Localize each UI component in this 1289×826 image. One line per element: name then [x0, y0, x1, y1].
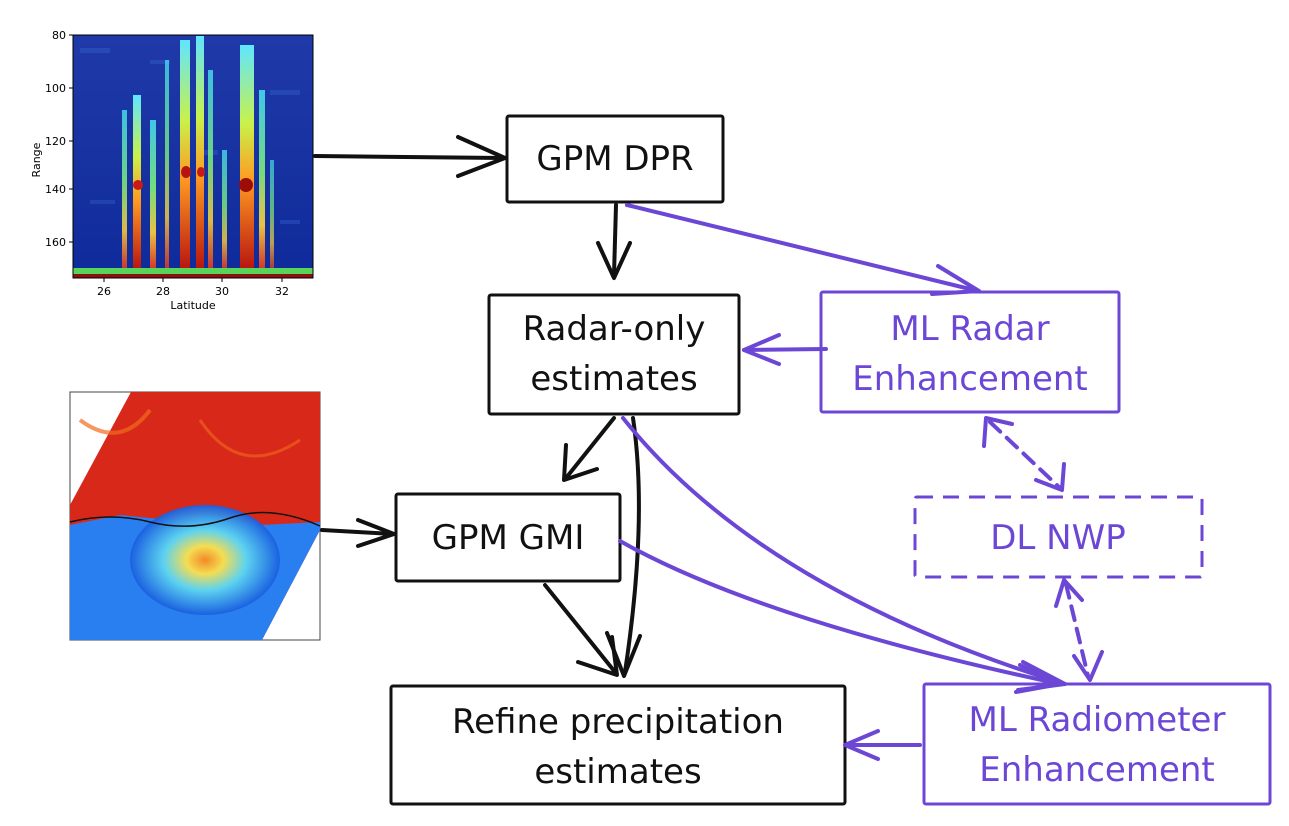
arrow-radaronly-to-gmi	[564, 416, 616, 480]
radar-only-label-line2: estimates	[530, 359, 697, 399]
gpm-dpr-box: GPM DPR	[505, 114, 725, 204]
coastline	[69, 511, 321, 527]
ytick-label: 120	[45, 135, 66, 148]
arrowhead	[356, 518, 396, 548]
arrow-radiometer-to-gmi	[320, 528, 395, 536]
radar-columns	[122, 36, 274, 270]
dashed-arrow-dlnwp-mlradiometer	[1064, 582, 1090, 678]
dl-nwp-label: DL NWP	[990, 518, 1126, 558]
ml-radiometer-label-line1: ML Radiometer	[969, 700, 1226, 740]
arrow-radaronly-to-mlradiometer	[621, 416, 1067, 686]
arrowhead	[1034, 462, 1066, 492]
radar-ylabel: Range	[30, 142, 43, 177]
dashed-arrow-mlradar-dlnwp	[988, 420, 1062, 490]
storm-swirl	[130, 505, 280, 615]
ml-radar-label-line2: Enhancement	[852, 359, 1088, 399]
arrow-dpr-to-mlradar	[625, 203, 980, 293]
radar-plot-frame	[72, 34, 314, 279]
arrow-dpr-to-radaronly	[612, 203, 618, 277]
refine-box: Refine precipitation estimates	[389, 684, 847, 806]
arrowhead	[456, 135, 507, 178]
arrow-gmi-to-mlradiometer	[618, 539, 1062, 686]
radar-plot: 80 100 120 140 160 Range 26 28 30 32 Lat…	[30, 29, 314, 312]
ml-radar-box: ML Radar Enhancement	[819, 290, 1121, 414]
arrowhead	[1014, 663, 1062, 694]
arrowhead	[930, 264, 981, 296]
ml-radiometer-box: ML Radiometer Enhancement	[922, 682, 1272, 806]
gpm-gmi-box: GPM GMI	[394, 492, 622, 583]
radar-only-label-line1: Radar-only	[523, 309, 706, 349]
radar-xlabel: Latitude	[170, 299, 216, 312]
arrowhead	[576, 635, 619, 677]
ytick-label: 140	[45, 183, 66, 196]
xtick-label: 32	[275, 285, 289, 298]
refine-label-line1: Refine precipitation	[452, 702, 784, 742]
gpm-gmi-label: GPM GMI	[432, 518, 585, 558]
arrow-radaronly-to-refine	[623, 416, 641, 674]
radar-x-axis: 26 28 30 32 Latitude	[97, 278, 289, 312]
arrowhead	[742, 333, 781, 366]
radiometer-image	[69, 391, 321, 641]
radar-only-box: Radar-only estimates	[487, 293, 741, 416]
xtick-label: 30	[215, 285, 229, 298]
ytick-label: 100	[45, 82, 66, 95]
ytick-label: 80	[52, 29, 66, 42]
gpm-dpr-label: GPM DPR	[536, 139, 693, 179]
ml-radiometer-label-line2: Enhancement	[979, 750, 1215, 790]
arrow-radarplot-to-dpr	[313, 154, 505, 160]
arrowhead	[596, 241, 632, 280]
refine-label-line2: estimates	[534, 752, 701, 792]
arrowhead	[843, 729, 880, 761]
xtick-label: 26	[97, 285, 111, 298]
radar-y-axis: 80 100 120 140 160 Range	[30, 29, 73, 249]
arrowhead	[1054, 578, 1084, 608]
ground-clutter	[73, 268, 313, 274]
ytick-label: 160	[45, 236, 66, 249]
arrowhead	[1072, 650, 1104, 682]
ground-surface	[73, 274, 313, 278]
arrowhead	[982, 416, 1014, 448]
arrowhead	[562, 443, 599, 482]
xtick-label: 28	[156, 285, 170, 298]
ml-radar-label-line1: ML Radar	[890, 309, 1049, 349]
radar-plot-area	[73, 35, 313, 278]
arrow-gmi-to-refine	[543, 583, 617, 674]
arrow-mlradar-to-radaronly	[742, 347, 828, 352]
dl-nwp-box: DL NWP	[913, 495, 1204, 579]
